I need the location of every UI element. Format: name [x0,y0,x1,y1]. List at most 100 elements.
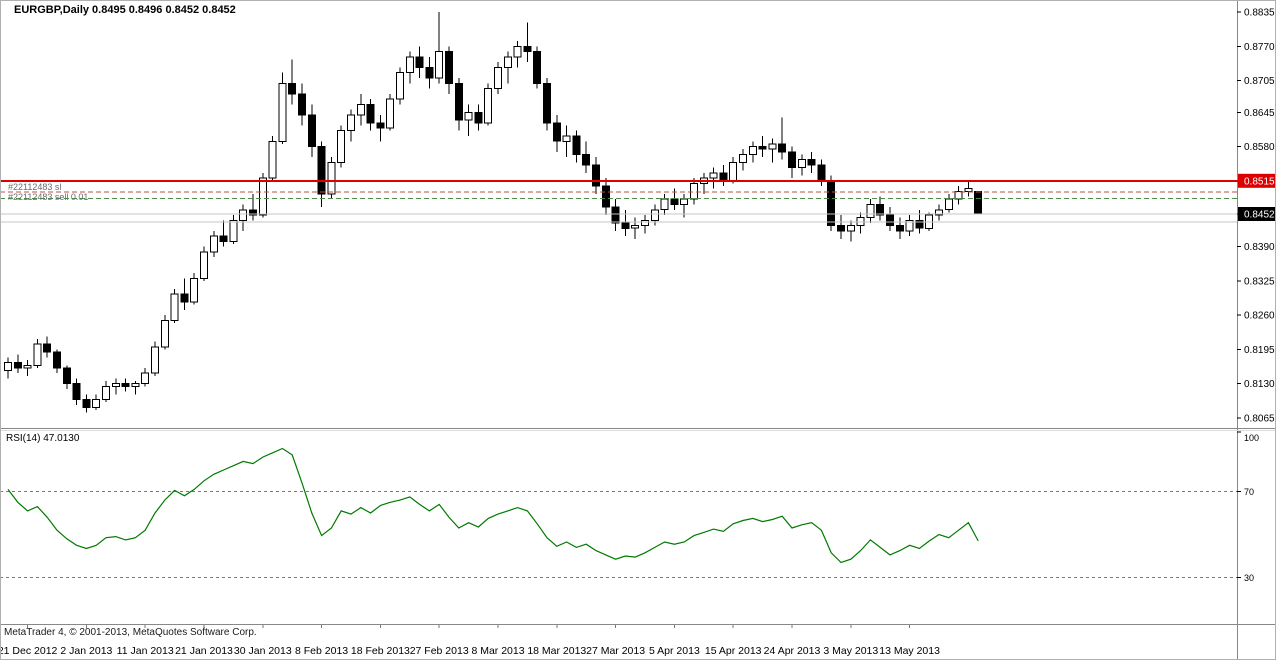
horizontal-price-lines [0,179,1237,223]
price-axis[interactable]: 0.8835 0.8770 0.8705 0.8645 0.8580 0.8515 0.84… [1237,0,1275,660]
date-label: 18 Mar 2013 [527,645,586,657]
candle-bearish [180,293,189,303]
candle-bullish [102,385,110,401]
date-label: 8 Feb 2013 [295,645,348,657]
rsi-scale-label: 100 [1244,433,1259,443]
candle-bearish [788,151,796,169]
price-axis-label: 0.8130 [1244,379,1275,390]
candle-bullish [190,277,199,303]
candle-bullish [464,111,473,121]
candle-bullish [846,225,855,232]
candle-bullish [768,143,777,150]
candle-bearish [601,185,610,208]
candle-bearish [592,164,600,187]
candle-bullish [200,251,208,279]
candle-bullish [494,67,502,90]
date-label: 3 May 2013 [823,645,878,657]
price-axis-label: 0.8452 [1244,210,1275,221]
candle-bearish [719,172,728,182]
candle-bullish [680,198,689,205]
candle-bullish [641,219,649,227]
date-label: 21 Dec 2012 [0,645,58,657]
candle-bullish [92,399,101,408]
candle-bearish [425,67,434,79]
candle-bullish [386,98,395,129]
candle-bullish [229,219,238,242]
price-axis-label: 0.8325 [1244,276,1275,287]
candle-bullish [268,140,277,179]
candle-bearish [376,122,385,129]
candle-bullish [356,103,365,116]
copyright-text: MetaTrader 4, © 2001-2013, MetaQuotes So… [4,627,257,638]
price-axis-label: 0.8705 [1244,76,1275,87]
candle-bullish [278,82,287,142]
candle-bearish [974,190,983,215]
candle-bearish [53,351,61,369]
candle-bullish [797,159,806,169]
candle-bullish [435,51,444,79]
price-axis-label: 0.8065 [1244,414,1275,425]
price-tag [1238,173,1275,188]
price-axis-label: 0.8645 [1244,108,1275,119]
chart-title: EURGBP,Daily 0.8495 0.8496 0.8452 0.8452 [14,4,236,16]
price-axis-label: 0.8260 [1244,311,1275,322]
candle-bullish [935,209,943,216]
candle-bullish [650,209,659,221]
candlestick-series [4,12,983,413]
price-axis-label: 0.8390 [1244,242,1275,253]
candle-bullish [513,45,522,58]
candle-bullish [729,161,738,182]
candle-bearish [533,51,542,84]
order-sell-label: #22112483 sell 0.01 [8,192,89,202]
candle-bearish [72,383,81,401]
date-label: 11 Jan 2013 [117,645,174,657]
price-axis-label: 0.8515 [1244,176,1275,187]
rsi-scale-label: 70 [1244,487,1254,497]
candle-bullish [503,56,512,68]
rsi-indicator-label: RSI(14) 47.0130 [6,433,80,444]
date-label: 8 Mar 2013 [471,645,524,657]
candle-bullish [405,56,414,74]
candle-bearish [317,146,326,195]
candle-bullish [748,146,757,155]
date-label: 2 Jan 2013 [60,645,112,657]
candle-bullish [33,343,42,366]
candle-bearish [895,225,904,232]
candle-bullish [131,383,140,387]
date-label: 27 Feb 2013 [410,645,469,657]
order-stoploss-label: #22112483 sl [8,182,62,192]
candle-bearish [445,51,453,84]
candle-bearish [778,143,787,153]
candle-bullish [964,188,973,192]
candle-bearish [837,225,845,232]
candle-bearish [552,122,561,142]
date-label: 15 Apr 2013 [705,645,762,657]
candle-bearish [288,82,297,95]
candle-bearish [670,198,679,205]
rsi-panel [0,428,1276,578]
time-axis[interactable]: 21 Dec 2012 2 Jan 2013 11 Jan 2013 21 Jan 2… [0,624,1276,658]
candle-bearish [474,111,483,124]
candle-bullish [209,235,218,253]
date-label: 13 May 2013 [879,645,940,657]
candle-bullish [944,198,953,211]
candle-bearish [415,56,424,68]
candle-bullish [739,153,747,163]
candle-bearish [298,93,306,116]
candle-bullish [905,219,914,232]
candle-bullish [111,383,120,387]
candle-bearish [758,146,767,150]
candle-bullish [4,362,12,372]
rsi-line [7,447,979,564]
candle-bullish [23,364,32,369]
price-axis-label: 0.8835 [1244,8,1275,19]
candle-bullish [954,190,963,200]
candle-bullish [239,209,248,221]
candle-bearish [543,82,551,124]
candle-bullish [484,88,493,124]
candle-bearish [307,114,316,148]
candle-bullish [562,135,571,142]
